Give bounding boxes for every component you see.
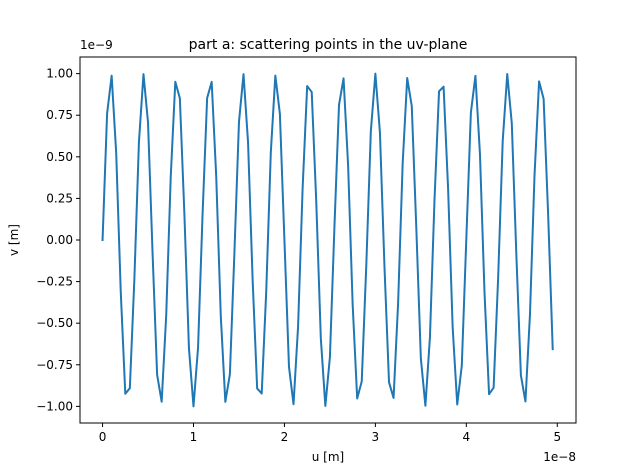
y-tick-label: −0.25 <box>36 275 73 289</box>
y-tick-label: −0.50 <box>36 316 73 330</box>
x-axis-ticks: 0 1 2 3 4 5 <box>99 423 561 444</box>
x-tick-label: 2 <box>281 430 289 444</box>
y-axis-ticks: −1.00 −0.75 −0.50 −0.25 0.00 0.25 0.50 0.75 1.00 <box>36 67 80 413</box>
x-tick-label: 0 <box>99 430 107 444</box>
y-axis-offset-label: 1e−9 <box>80 38 113 52</box>
y-tick-label: 0.75 <box>46 108 73 122</box>
y-tick-label: −0.75 <box>36 358 73 372</box>
x-axis-label: u [m] <box>312 450 344 464</box>
x-tick-label: 3 <box>372 430 380 444</box>
x-tick-label: 5 <box>553 430 561 444</box>
y-axis-label: v [m] <box>7 224 21 256</box>
x-tick-label: 4 <box>463 430 471 444</box>
x-axis-offset-label: 1e−8 <box>543 450 576 464</box>
y-tick-label: 1.00 <box>46 67 73 81</box>
y-tick-label: 0.00 <box>46 233 73 247</box>
chart-title: part a: scattering points in the uv-plan… <box>189 37 468 53</box>
y-tick-label: 0.25 <box>46 191 73 205</box>
x-tick-label: 1 <box>190 430 198 444</box>
y-tick-label: 0.50 <box>46 150 73 164</box>
series-line <box>101 72 554 408</box>
y-tick-label: −1.00 <box>36 399 73 413</box>
